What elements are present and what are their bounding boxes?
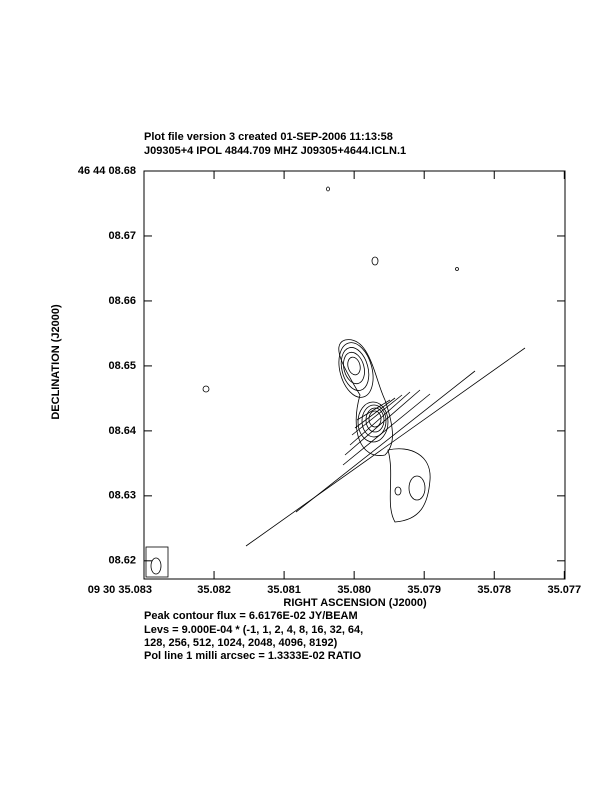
y-tick-label: 46 44 08.68 [78, 165, 136, 177]
x-tick-label: 09 30 35.083 [88, 584, 152, 596]
note: 128, 256, 512, 1024, 2048, 4096, 8192) [144, 637, 338, 649]
contours [145, 186, 459, 578]
x-tick-label: 35.078 [477, 584, 511, 596]
x-tick-label: 35.081 [267, 584, 301, 596]
y-tick-label: 08.65 [108, 360, 136, 372]
polarization-lines [245, 347, 526, 547]
chart-subtitle: J09305+4 IPOL 4844.709 MHZ J09305+4644.I… [144, 145, 406, 157]
x-axis-label: RIGHT ASCENSION (J2000) [283, 597, 427, 609]
x-tick-label: 35.082 [197, 584, 231, 596]
note: Levs = 9.000E-04 * (-1, 1, 2, 4, 8, 16, … [144, 624, 363, 636]
y-tick-label: 08.62 [108, 555, 136, 567]
y-tick-label: 08.67 [108, 230, 136, 242]
note: Pol line 1 milli arcsec = 1.3333E-02 RAT… [144, 650, 362, 662]
y-axis-label: DECLINATION (J2000) [50, 304, 62, 420]
note: Peak contour flux = 6.6176E-02 JY/BEAM [144, 610, 358, 622]
y-tick-label: 08.66 [108, 295, 136, 307]
chart-title: Plot file version 3 created 01-SEP-2006 … [144, 131, 393, 143]
y-tick-label: 08.64 [108, 425, 136, 437]
x-tick-label: 35.079 [407, 584, 441, 596]
x-tick-label: 35.080 [337, 584, 371, 596]
x-tick-label: 35.077 [547, 584, 581, 596]
y-tick-label: 08.63 [108, 490, 136, 502]
